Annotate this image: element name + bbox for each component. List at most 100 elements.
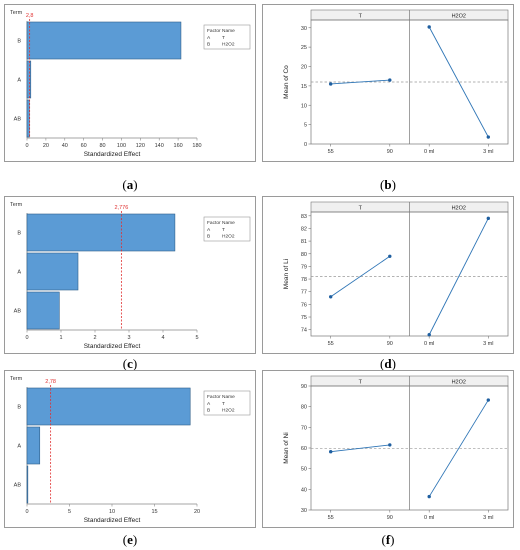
x-tick-label: 5 [68,509,71,515]
data-point [486,135,490,139]
panel-title-T: T [359,206,363,212]
series-line-H2O2 [428,26,489,138]
bar-B [26,21,182,60]
legend-factor: A [207,227,211,233]
tick-label-A: A [17,270,21,276]
panel-title-H2O2: H2O2 [452,380,466,386]
tick-label-A: A [17,444,21,450]
tick-label-AB: AB [14,309,22,315]
y-tick-label: 74 [301,328,307,334]
legend-factor: B [207,234,210,240]
tick-label-B: B [17,405,21,411]
legend-box [203,24,251,50]
legend-header-name: Name [222,220,235,226]
series-line-H2O2 [428,399,489,497]
reference-label: 2,78 [45,379,56,385]
reference-label: 2,8 [26,13,34,19]
x-axis-label: Standardized Effect [84,517,141,524]
caption-a: (a) [122,177,138,192]
bar-A [26,252,79,291]
x-tick-label: 0 ml [424,515,434,521]
y-tick-label: 10 [301,103,307,109]
x-tick-label: 180 [192,143,201,149]
bar-AB [26,99,30,138]
x-tick-label: 120 [136,143,145,149]
y-tick-label: 82 [301,226,307,232]
x-tick-label: 15 [151,509,157,515]
x-tick-label: 55 [328,149,334,155]
pareto-chart-c: Term B A AB 0 1 2 3 4 5 Standardized Effect 2,776 Fa… [4,196,256,354]
x-tick-label: 3 ml [483,341,493,347]
x-tick-label: 60 [81,143,87,149]
bar-B [26,387,191,426]
legend-name: H2O2 [222,42,235,48]
x-tick-label: 2 [93,335,96,341]
y-tick-label: 5 [304,123,307,129]
tick-label-A: A [17,78,21,84]
x-tick-label: 140 [155,143,164,149]
x-tick-label: 0 ml [424,149,434,155]
x-tick-label: 80 [99,143,105,149]
panel-title-H2O2: H2O2 [452,206,466,212]
x-tick-label: 0 [25,143,28,149]
series-line-T [330,444,390,453]
chart-b-svg: 0 5 10 15 20 25 30 Mean of Co T 55 90 H2O2 0 ml 3 ml [283,9,509,155]
caption-f: (f) [381,532,395,547]
x-tick-label: 90 [387,149,393,155]
data-point [329,450,333,454]
legend-name: T [222,35,225,41]
x-tick-label: 160 [174,143,183,149]
panel-title-T: T [359,14,363,20]
data-point [388,254,392,258]
data-point [388,78,392,82]
y-tick-label: 80 [301,252,307,258]
data-point [329,82,333,86]
y-axis-label: Term [10,202,23,208]
y-axis-label: Mean of Co [283,65,290,99]
x-axis-label: Standardized Effect [84,343,141,350]
data-point [427,25,431,29]
bar-B [26,213,176,252]
legend-factor: B [207,408,210,414]
x-tick-label: 20 [43,143,49,149]
legend-box [203,216,251,242]
tick-label-AB: AB [14,117,22,123]
x-tick-label: 0 ml [424,341,434,347]
x-tick-label: 3 ml [483,515,493,521]
caption-d: (d) [380,356,396,371]
legend-name: T [222,227,225,233]
legend-header-name: Name [222,394,235,400]
legend-name: H2O2 [222,234,235,240]
data-point [427,494,431,499]
y-tick-label: 30 [301,26,307,32]
bar-AB [26,465,29,504]
panel-title-T: T [359,380,363,386]
main-effects-chart-b: 0 5 10 15 20 25 30 Mean of Co T 55 90 H2O2 0 ml 3 ml [262,4,514,162]
series-line-T [330,255,391,298]
y-tick-label: 78 [301,277,307,283]
x-tick-label: 3 ml [483,149,493,155]
series-line-T [330,79,390,85]
bar-A [26,426,41,465]
chart-f-svg: 30 40 50 60 70 80 90 Mean of Ni T 55 90 H2O2 0 ml 3 m… [283,375,509,521]
legend-factor: A [207,35,211,41]
legend-box [203,390,251,416]
caption-e: (e) [122,532,138,547]
y-tick-label: 15 [301,84,307,90]
y-tick-label: 80 [301,405,307,411]
y-tick-label: 81 [301,239,307,245]
y-axis-label: Term [10,10,23,16]
data-point [427,333,431,337]
y-tick-label: 50 [301,467,307,473]
y-axis-label: Mean of Ni [283,432,290,463]
pareto-chart-a: Term B A AB 0 20 40 60 80 100 120 140 160 180 Standard… [4,4,256,162]
y-tick-label: 60 [301,446,307,452]
y-axis-label: Mean of Li [283,259,290,289]
x-tick-label: 100 [117,143,126,149]
y-tick-label: 30 [301,508,307,514]
legend-factor: B [207,42,210,48]
x-tick-label: 0 [25,509,28,515]
